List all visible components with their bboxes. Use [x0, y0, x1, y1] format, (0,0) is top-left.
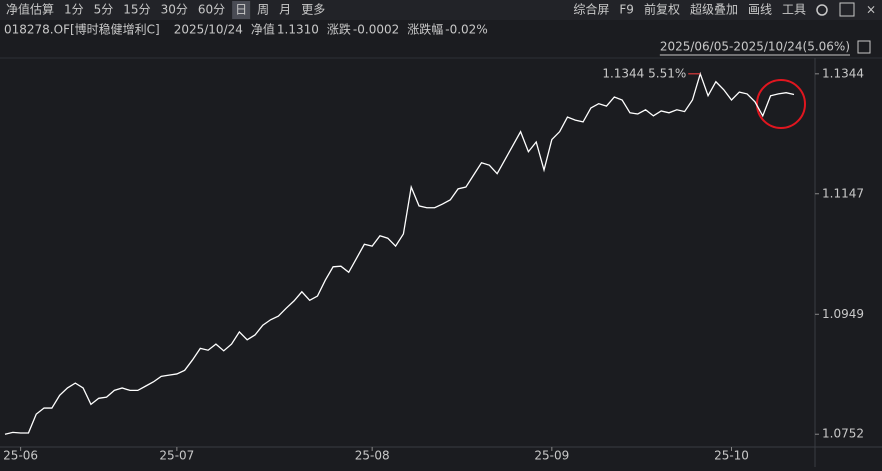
info-pct-label: 涨跌幅 [407, 22, 443, 37]
range-paren: ( [803, 40, 808, 54]
toolbar-button[interactable]: 净值估算 [6, 2, 54, 17]
nav-line [4, 71, 795, 435]
toolbar-button[interactable]: 周 [257, 3, 269, 17]
range-paren: ) [845, 40, 850, 54]
range-period: 2025/06/05-2025/10/24 [660, 40, 803, 54]
x-tick-label: 25-10 [714, 449, 749, 463]
info-pct: -0.02% [445, 23, 487, 37]
toolbar-button[interactable]: 综合屏 [573, 2, 609, 17]
settings-icon[interactable] [816, 4, 828, 16]
minimize-icon[interactable] [839, 2, 855, 17]
toolbar-button[interactable]: 5分 [94, 3, 114, 17]
toolbar-button[interactable]: 1分 [64, 3, 84, 17]
toolbar-button[interactable]: 30分 [161, 3, 188, 17]
max-annotation: 1.1344 5.51% [602, 66, 686, 80]
info-nav: 1.1310 [277, 23, 319, 37]
y-tick-label: 1.1147 [822, 186, 864, 200]
toolbar-button[interactable]: F9 [619, 3, 634, 17]
info-nav-label: 净值 [251, 22, 275, 37]
range-change: 5.06% [807, 40, 845, 54]
toolbar-button[interactable]: 前复权 [644, 2, 680, 17]
info-code: 018278.OF[博时稳健增利C] [4, 22, 160, 37]
toolbar-button[interactable]: 超级叠加 [690, 2, 738, 17]
toolbar-button[interactable]: 工具 [782, 3, 806, 17]
toolbar-button[interactable]: 月 [279, 3, 291, 17]
toolbar-button[interactable]: 更多 [301, 3, 325, 17]
x-tick-label: 25-06 [3, 449, 38, 463]
x-tick-label: 25-09 [534, 449, 569, 463]
toolbar-button[interactable]: 60分 [198, 3, 225, 17]
info-change: -0.0002 [353, 23, 399, 37]
active-tab-bg [232, 1, 251, 19]
y-tick-label: 1.1344 [822, 66, 864, 80]
toolbar-button[interactable]: 日 [235, 3, 247, 17]
x-tick-label: 25-08 [355, 449, 390, 463]
highlight-circle [756, 79, 806, 129]
y-tick-label: 1.0949 [822, 307, 864, 321]
toolbar-button[interactable]: 15分 [123, 3, 150, 17]
x-tick-label: 25-07 [159, 449, 194, 463]
toolbar-button[interactable]: 画线 [748, 3, 772, 17]
share-icon[interactable] [857, 40, 871, 54]
y-tick-label: 1.0752 [822, 427, 864, 441]
info-date: 2025/10/24 [174, 23, 243, 37]
info-change-label: 涨跌 [327, 22, 351, 37]
close-icon[interactable]: × [866, 3, 876, 17]
toolbar-bg [0, 0, 882, 20]
